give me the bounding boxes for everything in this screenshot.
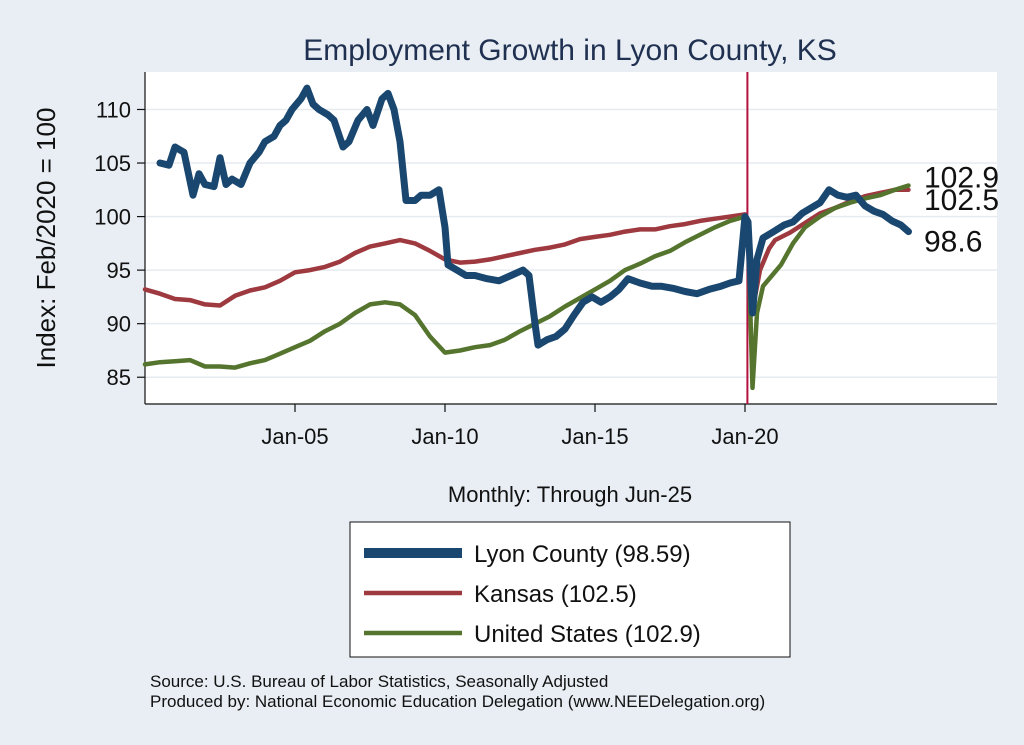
gridlines (145, 108, 997, 378)
series-line (156, 84, 912, 349)
legend-entry: Lyon County (98.59) (474, 541, 691, 568)
x-tick-label: Jan-05 (261, 424, 328, 449)
y-tick-label: 90 (107, 312, 131, 337)
series-lines (142, 84, 912, 391)
y-axis-label: Index: Feb/2020 = 100 (31, 108, 61, 369)
legend-entry: Kansas (102.5) (474, 581, 637, 608)
series-line (142, 183, 911, 391)
end-label: 98.6 (924, 226, 982, 259)
x-axis-label: Monthly: Through Jun-25 (448, 482, 692, 507)
x-tick-label: Jan-10 (411, 424, 478, 449)
x-tick-label: Jan-15 (561, 424, 628, 449)
end-label: 102.9 (924, 162, 999, 195)
y-tick-label: 105 (94, 151, 131, 176)
y-tick-label: 100 (94, 205, 131, 230)
plot-area (145, 72, 997, 404)
legend-entry: United States (102.9) (474, 621, 701, 648)
axes: 85 90 95 100 105 110 Jan-05 Jan-10 Jan-15 Jan-20 (94, 72, 997, 449)
end-label: 102.5 (924, 184, 999, 217)
y-tick-label: 110 (96, 97, 131, 122)
produced-by-line: Produced by: National Economic Education… (150, 692, 766, 711)
y-tick-label: 85 (107, 365, 131, 390)
source-line: Source: U.S. Bureau of Labor Statistics,… (150, 672, 609, 691)
series-line (142, 187, 911, 308)
source-note: Source: U.S. Bureau of Labor Statistics,… (150, 672, 765, 712)
chart-title: Employment Growth in Lyon County, KS (303, 34, 837, 67)
y-tick-label: 95 (107, 258, 131, 283)
legend: Lyon County (98.59) Kansas (102.5) United … (364, 541, 701, 648)
x-tick-label: Jan-20 (711, 424, 778, 449)
